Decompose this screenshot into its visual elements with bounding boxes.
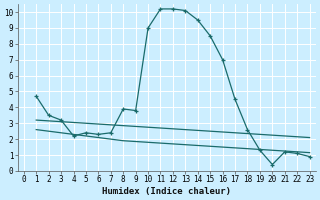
X-axis label: Humidex (Indice chaleur): Humidex (Indice chaleur) (102, 187, 231, 196)
